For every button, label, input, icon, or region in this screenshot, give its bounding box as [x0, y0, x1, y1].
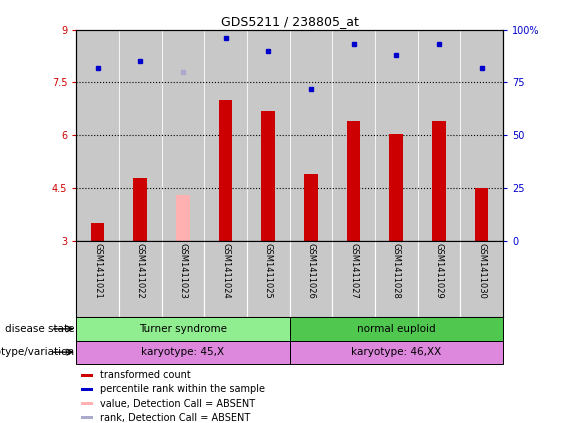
Bar — [418, 241, 460, 317]
Bar — [162, 241, 205, 317]
Bar — [76, 30, 119, 241]
Bar — [81, 402, 93, 405]
Bar — [119, 30, 162, 241]
Bar — [91, 223, 105, 241]
Bar — [76, 341, 289, 364]
Bar — [81, 374, 93, 377]
Title: GDS5211 / 238805_at: GDS5211 / 238805_at — [220, 16, 359, 28]
Bar — [81, 416, 93, 420]
Bar — [389, 134, 403, 241]
Bar — [418, 30, 460, 241]
Bar — [262, 111, 275, 241]
Bar — [289, 341, 503, 364]
Text: normal euploid: normal euploid — [357, 324, 436, 334]
Text: GSM1411024: GSM1411024 — [221, 243, 230, 299]
Text: GSM1411021: GSM1411021 — [93, 243, 102, 299]
Text: Turner syndrome: Turner syndrome — [139, 324, 227, 334]
Text: GSM1411026: GSM1411026 — [306, 243, 315, 299]
Bar — [205, 30, 247, 241]
Bar — [460, 30, 503, 241]
Text: GSM1411029: GSM1411029 — [434, 243, 444, 299]
Bar — [219, 100, 232, 241]
Bar — [290, 241, 332, 317]
Text: disease state: disease state — [5, 324, 74, 334]
Text: GSM1411030: GSM1411030 — [477, 243, 486, 299]
Text: percentile rank within the sample: percentile rank within the sample — [100, 385, 265, 395]
Bar — [432, 121, 446, 241]
Bar — [304, 174, 318, 241]
Text: karyotype: 46,XX: karyotype: 46,XX — [351, 347, 441, 357]
Text: rank, Detection Call = ABSENT: rank, Detection Call = ABSENT — [100, 413, 250, 423]
Text: genotype/variation: genotype/variation — [0, 347, 74, 357]
Bar — [347, 121, 360, 241]
Text: GSM1411023: GSM1411023 — [179, 243, 188, 299]
Bar — [332, 30, 375, 241]
Text: GSM1411025: GSM1411025 — [264, 243, 273, 299]
Text: transformed count: transformed count — [100, 370, 190, 380]
Text: GSM1411027: GSM1411027 — [349, 243, 358, 299]
Bar — [375, 241, 418, 317]
Bar — [205, 241, 247, 317]
Bar — [76, 241, 119, 317]
Text: karyotype: 45,X: karyotype: 45,X — [141, 347, 224, 357]
Bar — [247, 241, 290, 317]
Bar — [133, 178, 147, 241]
Text: value, Detection Call = ABSENT: value, Detection Call = ABSENT — [100, 399, 255, 409]
Bar — [162, 30, 205, 241]
Bar — [289, 317, 503, 341]
Bar — [475, 188, 488, 241]
Bar — [247, 30, 290, 241]
Bar — [290, 30, 332, 241]
Text: GSM1411022: GSM1411022 — [136, 243, 145, 299]
Bar — [76, 317, 289, 341]
Bar — [119, 241, 162, 317]
Bar — [460, 241, 503, 317]
Bar — [176, 195, 190, 241]
Bar — [375, 30, 418, 241]
Text: GSM1411028: GSM1411028 — [392, 243, 401, 299]
Bar — [81, 388, 93, 391]
Bar — [332, 241, 375, 317]
